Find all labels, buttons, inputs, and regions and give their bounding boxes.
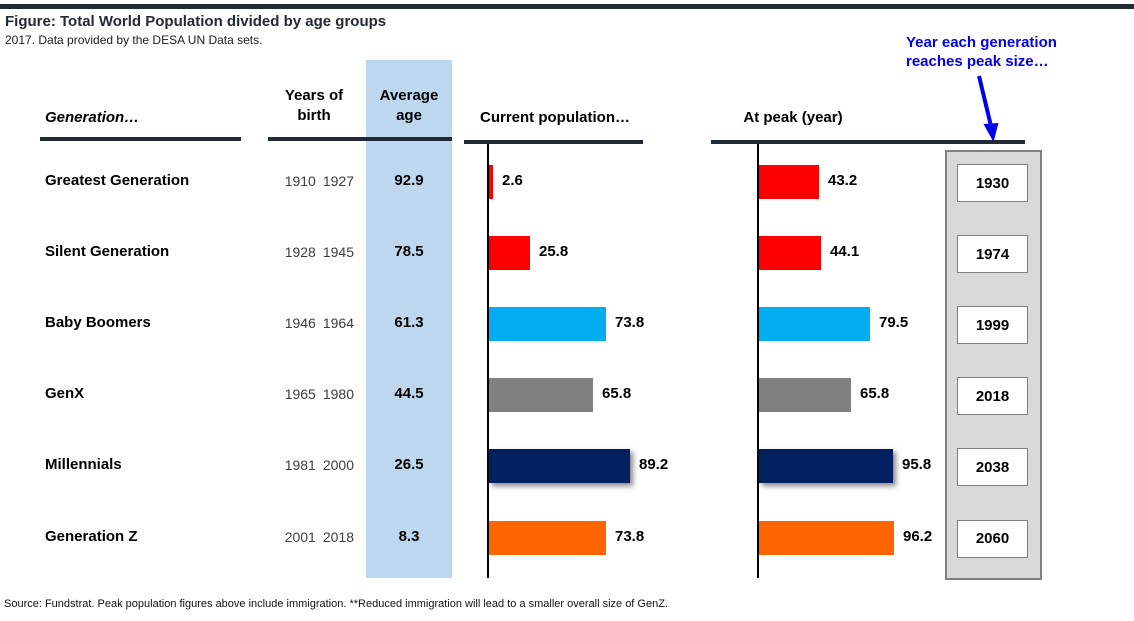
annotation-text: Year each generation reaches peak size… xyxy=(906,33,1057,71)
current-population-underline xyxy=(464,140,643,144)
birth-end: 1980 xyxy=(322,386,354,403)
peak-population-value: 43.2 xyxy=(828,172,858,189)
annotation-line2: reaches peak size… xyxy=(906,53,1049,70)
average-age-value: 8.3 xyxy=(398,527,420,545)
birth-end: 1964 xyxy=(322,315,354,332)
average-age-highlight-band xyxy=(366,60,452,578)
generation-label: Silent Generation xyxy=(45,243,170,261)
peak-population-axis-line xyxy=(757,144,759,578)
average-age-value: 26.5 xyxy=(394,456,424,474)
current-population-value: 2.6 xyxy=(502,172,523,189)
peak-year-box: 1974 xyxy=(957,235,1028,274)
current-population-bar xyxy=(489,378,593,413)
current-population-value: 65.8 xyxy=(602,385,632,403)
current-population-bar xyxy=(489,236,530,271)
source-note: Source: Fundstrat. Peak population figur… xyxy=(4,598,668,610)
current-population-value: 89.2 xyxy=(639,456,669,474)
years-of-birth-line1: Years of xyxy=(284,87,344,104)
peak-population-bar xyxy=(759,236,821,271)
peak-population-bar xyxy=(759,520,894,555)
generation-label: GenX xyxy=(45,385,85,403)
page-subtitle: 2017. Data provided by the DESA UN Data … xyxy=(5,33,263,47)
birth-age-underline xyxy=(268,137,452,141)
current-population-axis-line xyxy=(487,144,489,578)
current-population-bar xyxy=(489,520,606,555)
peak-population-value: 65.8 xyxy=(860,385,890,403)
birth-start: 1928 xyxy=(284,244,316,261)
peak-population-value: 79.5 xyxy=(879,314,909,332)
current-population-bar xyxy=(489,307,606,342)
at-peak-underline xyxy=(711,140,1025,144)
peak-year-box: 2060 xyxy=(957,519,1028,558)
top-divider xyxy=(0,4,1134,9)
peak-population-value: 95.8 xyxy=(902,456,932,474)
generation-label: Millennials xyxy=(45,456,122,474)
birth-start: 1946 xyxy=(284,315,316,332)
average-age-value: 44.5 xyxy=(394,385,424,403)
average-age-line2: age xyxy=(396,107,422,124)
peak-population-bar xyxy=(759,378,851,413)
birth-start: 1965 xyxy=(284,386,316,403)
birth-end: 2000 xyxy=(322,457,354,474)
generation-underline xyxy=(40,137,241,141)
column-header-at-peak: At peak (year) xyxy=(743,109,843,126)
peak-population-bar xyxy=(759,307,870,342)
birth-end: 1927 xyxy=(322,173,354,189)
current-population-bar xyxy=(489,165,493,199)
average-age-value: 92.9 xyxy=(394,172,424,189)
birth-years: 2001 2018 xyxy=(262,529,354,545)
birth-years: 1910 1927 xyxy=(262,173,354,189)
page-title: Figure: Total World Population divided b… xyxy=(5,13,387,30)
peak-year-box: 2038 xyxy=(957,448,1028,487)
birth-years: 1946 1964 xyxy=(262,315,354,331)
peak-year-panel xyxy=(945,150,1042,580)
peak-year-box: 2018 xyxy=(957,377,1028,416)
peak-year-box: 1930 xyxy=(957,164,1028,202)
birth-years: 1965 1980 xyxy=(262,386,354,402)
peak-population-value: 44.1 xyxy=(830,243,860,261)
birth-start: 1910 xyxy=(284,173,316,189)
generation-label: Greatest Generation xyxy=(45,172,190,189)
peak-year-box: 1999 xyxy=(957,306,1028,345)
birth-years: 1981 2000 xyxy=(262,457,354,473)
current-population-bar xyxy=(489,449,630,484)
current-population-value: 25.8 xyxy=(539,243,569,261)
column-header-average-age: Average age xyxy=(366,86,452,126)
column-header-current-population: Current population… xyxy=(480,109,630,126)
current-population-value: 73.8 xyxy=(615,527,645,545)
peak-population-value: 96.2 xyxy=(903,527,933,545)
birth-years: 1928 1945 xyxy=(262,244,354,260)
birth-start: 1981 xyxy=(284,457,316,474)
years-of-birth-line2: birth xyxy=(297,107,331,124)
birth-start: 2001 xyxy=(284,528,316,545)
average-age-value: 78.5 xyxy=(394,243,424,261)
column-header-years-of-birth: Years of birth xyxy=(268,86,360,126)
birth-end: 2018 xyxy=(322,528,354,545)
average-age-value: 61.3 xyxy=(394,314,424,332)
birth-end: 1945 xyxy=(322,244,354,261)
peak-population-bar xyxy=(759,165,819,199)
annotation-line1: Year each generation xyxy=(906,34,1057,51)
generation-label: Generation Z xyxy=(45,527,138,545)
arrow-down-icon xyxy=(977,75,999,142)
generation-label: Baby Boomers xyxy=(45,314,151,332)
peak-population-bar xyxy=(759,449,893,484)
column-header-generation: Generation… xyxy=(45,109,140,126)
average-age-line1: Average xyxy=(379,87,439,104)
current-population-value: 73.8 xyxy=(615,314,645,332)
